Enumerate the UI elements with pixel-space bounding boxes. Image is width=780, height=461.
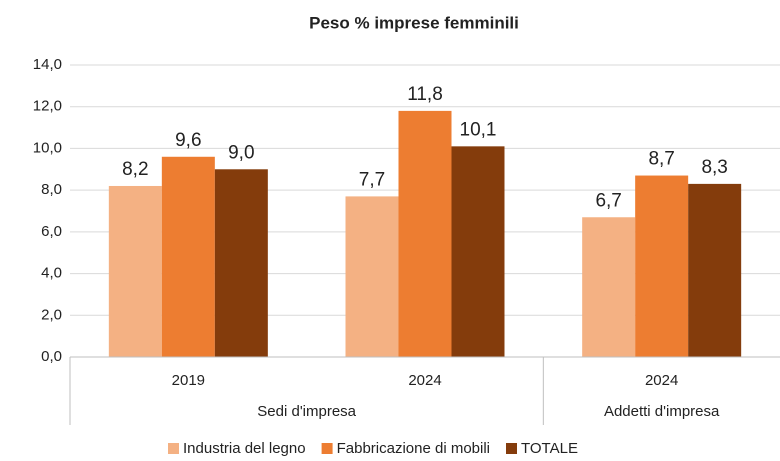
bar xyxy=(688,183,742,357)
chart-title: Peso % imprese femminili xyxy=(309,13,519,32)
value-label: 9,0 xyxy=(228,142,254,163)
y-tick-label: 14,0 xyxy=(33,56,62,73)
group-label: Sedi d'impresa xyxy=(257,403,356,420)
legend-label: Fabbricazione di mobili xyxy=(337,440,490,457)
bar xyxy=(451,146,505,357)
bar xyxy=(582,217,636,357)
value-label: 7,7 xyxy=(359,169,385,190)
value-label: 11,8 xyxy=(407,84,443,105)
x-tick-label: 2019 xyxy=(172,372,205,389)
bar xyxy=(214,169,268,357)
x-tick-label: 2024 xyxy=(645,372,678,389)
y-tick-label: 4,0 xyxy=(41,265,62,282)
bar xyxy=(345,196,399,357)
value-label: 8,7 xyxy=(648,149,674,170)
bar xyxy=(635,175,689,357)
value-label: 6,7 xyxy=(595,190,621,211)
bar xyxy=(161,156,215,357)
legend-label: Industria del legno xyxy=(183,440,306,457)
legend-swatch xyxy=(321,443,333,454)
y-tick-label: 8,0 xyxy=(41,181,62,198)
value-label: 10,1 xyxy=(460,119,497,140)
y-tick-label: 10,0 xyxy=(33,139,62,156)
bar xyxy=(398,110,452,357)
y-tick-label: 12,0 xyxy=(33,98,62,115)
legend-swatch xyxy=(168,443,179,454)
y-tick-label: 6,0 xyxy=(41,223,62,240)
value-label: 8,2 xyxy=(122,159,148,180)
value-label: 8,3 xyxy=(701,157,727,178)
legend-label: TOTALE xyxy=(521,440,578,457)
value-label: 9,6 xyxy=(175,130,201,151)
group-label: Addetti d'impresa xyxy=(604,403,720,420)
legend-swatch xyxy=(506,443,517,454)
bar xyxy=(108,185,162,357)
x-tick-label: 2024 xyxy=(408,372,441,389)
y-tick-label: 2,0 xyxy=(41,306,62,323)
y-tick-label: 0,0 xyxy=(41,348,62,365)
